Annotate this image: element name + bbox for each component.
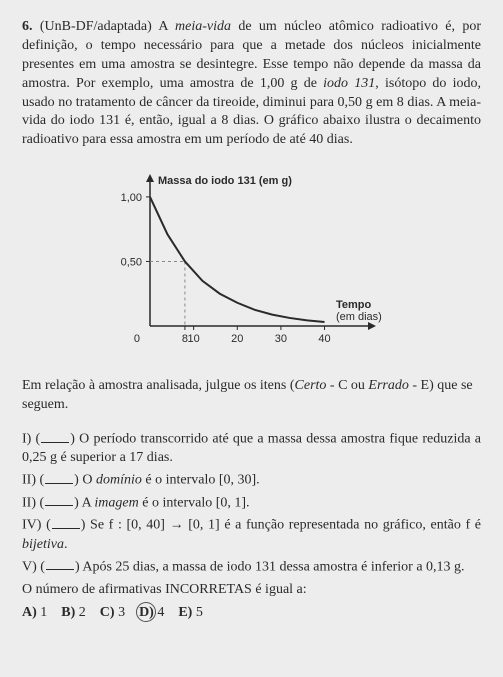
alternative[interactable]: A) 1 bbox=[22, 604, 47, 623]
svg-text:(em dias): (em dias) bbox=[336, 311, 382, 323]
svg-text:40: 40 bbox=[318, 333, 330, 345]
svg-text:0: 0 bbox=[133, 333, 139, 345]
decay-chart: Massa do iodo 131 (em g) Tempo(em dias) 1,… bbox=[102, 164, 402, 361]
alternative[interactable]: C) 3 bbox=[100, 604, 125, 623]
item-num: II) bbox=[22, 495, 36, 510]
answer-blank[interactable] bbox=[45, 470, 73, 484]
item-num: II) bbox=[22, 473, 36, 488]
item-num: I) bbox=[22, 432, 31, 447]
question-number: 6. bbox=[22, 19, 33, 34]
chart-svg: Massa do iodo 131 (em g) Tempo(em dias) 1,… bbox=[102, 164, 402, 354]
svg-text:10: 10 bbox=[187, 333, 199, 345]
alternative[interactable]: B) 2 bbox=[61, 604, 86, 623]
item: II) () O domínio é o intervalo [0, 30]. bbox=[22, 470, 481, 490]
answer-blank[interactable] bbox=[41, 429, 69, 443]
item: IV) () Se f : [0, 40] → [0, 1] é a funçã… bbox=[22, 515, 481, 554]
instruction: Em relação à amostra analisada, julgue o… bbox=[22, 377, 481, 415]
answer-blank[interactable] bbox=[46, 557, 74, 571]
svg-text:Massa do iodo 131 (em g): Massa do iodo 131 (em g) bbox=[158, 175, 292, 187]
svg-text:Tempo: Tempo bbox=[336, 299, 372, 311]
svg-text:0,50: 0,50 bbox=[120, 257, 141, 269]
item: I) () O período transcorrido até que a m… bbox=[22, 429, 481, 468]
alternative[interactable]: E) 5 bbox=[178, 604, 203, 623]
final-question: O número de afirmativas INCORRETAS é igu… bbox=[22, 581, 481, 600]
item-num: V) bbox=[22, 559, 37, 574]
answer-blank[interactable] bbox=[52, 515, 80, 529]
item-num: IV) bbox=[22, 518, 41, 533]
alternative[interactable]: D) 4 bbox=[139, 604, 164, 623]
alternatives: A) 1 B) 2 C) 3 D) 4 E) 5 bbox=[22, 604, 481, 623]
svg-text:1,00: 1,00 bbox=[120, 192, 141, 204]
answer-blank[interactable] bbox=[45, 493, 73, 507]
item-text: Após 25 dias, a massa de iodo 131 dessa … bbox=[82, 559, 464, 574]
question-body: 6. (UnB-DF/adaptada) A meia-vida de um n… bbox=[22, 18, 481, 150]
question-source: (UnB-DF/adaptada) bbox=[40, 19, 152, 34]
question-block: 6. (UnB-DF/adaptada) A meia-vida de um n… bbox=[22, 18, 481, 150]
item-text: O período transcorrido até que a massa d… bbox=[22, 432, 481, 466]
item: II) () A imagem é o intervalo [0, 1]. bbox=[22, 493, 481, 513]
items-list: I) () O período transcorrido até que a m… bbox=[22, 429, 481, 577]
svg-text:30: 30 bbox=[274, 333, 286, 345]
item: V) () Após 25 dias, a massa de iodo 131 … bbox=[22, 557, 481, 577]
svg-text:20: 20 bbox=[231, 333, 243, 345]
